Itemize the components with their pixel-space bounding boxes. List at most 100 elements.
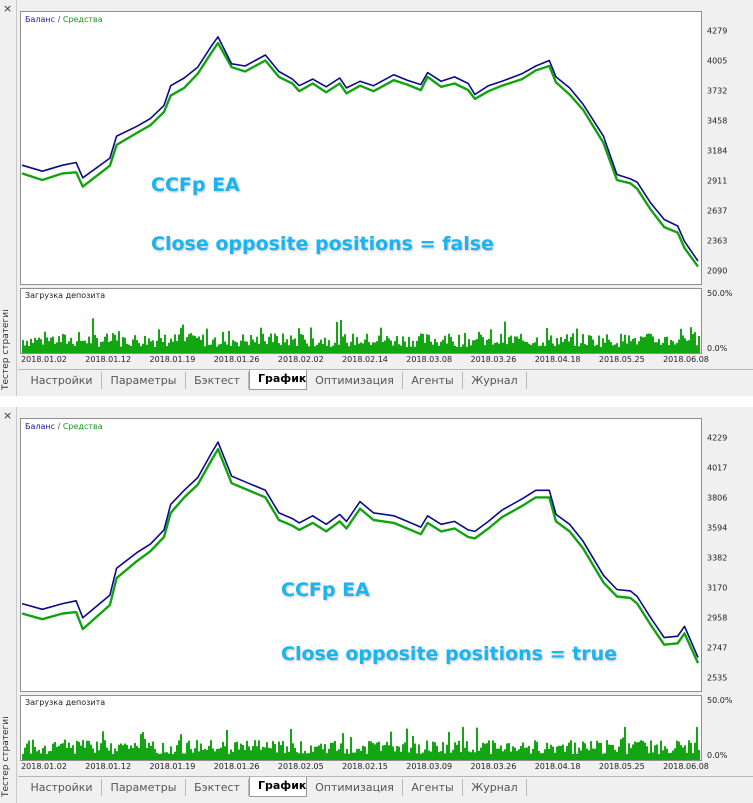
load-bar: [198, 336, 200, 353]
tab-4[interactable]: График: [249, 370, 307, 390]
tab-1[interactable]: Настройки: [22, 779, 102, 796]
load-bar: [536, 337, 538, 353]
tab-2[interactable]: Параметры: [102, 372, 186, 389]
load-bar: [154, 749, 156, 760]
load-bar: [328, 340, 330, 353]
load-bar: [318, 745, 320, 760]
load-bar: [608, 744, 610, 760]
load-bar: [348, 346, 350, 353]
load-bar: [44, 745, 46, 760]
load-bar: [434, 338, 436, 353]
load-bar: [58, 745, 60, 760]
load-bar: [186, 337, 188, 353]
load-bar: [334, 342, 336, 353]
load-bar: [554, 752, 556, 760]
load-bar: [244, 749, 246, 760]
x-tick-label: 2018.01.19: [149, 762, 196, 771]
load-bar: [690, 742, 692, 760]
tab-5[interactable]: Оптимизация: [307, 779, 403, 796]
x-tick-label: 2018.01.02: [21, 762, 67, 771]
close-icon[interactable]: ×: [3, 409, 13, 422]
deposit-load-chart: Загрузка депозита: [20, 695, 702, 761]
tab-3[interactable]: Бэктест: [186, 779, 249, 796]
tab-7[interactable]: Журнал: [463, 372, 527, 389]
load-bar: [202, 749, 204, 760]
load-bar: [424, 749, 426, 760]
load-bar: [248, 746, 250, 760]
load-bar: [664, 746, 666, 760]
load-bar: [342, 336, 344, 353]
load-bar: [302, 753, 304, 760]
load-bar: [216, 748, 218, 760]
annotation-subtitle: Close opposite positions = true: [281, 643, 618, 665]
load-bar: [210, 344, 212, 353]
load-bar: [238, 749, 240, 760]
tab-5[interactable]: Оптимизация: [307, 372, 403, 389]
load-bar: [118, 744, 120, 760]
load-bar: [132, 747, 134, 760]
load-bar: [108, 341, 110, 353]
load-bar: [344, 334, 346, 353]
load-bar: [124, 337, 126, 353]
load-bar: [434, 742, 436, 760]
load-bar: [290, 335, 292, 353]
load-bar: [648, 333, 650, 353]
load-bar: [642, 337, 644, 353]
load-bar: [606, 334, 608, 353]
load-bar: [428, 334, 430, 353]
load-bar: [368, 741, 370, 760]
load-bar: [160, 338, 162, 353]
load-bar: [650, 333, 652, 353]
load-bar: [38, 749, 40, 760]
load-bar: [540, 345, 542, 353]
tab-7[interactable]: Журнал: [463, 779, 527, 796]
load-bar: [652, 336, 654, 353]
load-bar: [264, 341, 266, 353]
tab-6[interactable]: Агенты: [403, 372, 463, 389]
load-bar: [422, 752, 424, 760]
load-bar: [572, 753, 574, 760]
load-bar: [64, 334, 66, 353]
load-bar: [570, 336, 572, 353]
strategy-tester-panel: × Тестер стратегий Баланс / Средства CCF…: [0, 407, 753, 803]
tab-3[interactable]: Бэктест: [186, 372, 249, 389]
tab-2[interactable]: Параметры: [102, 779, 186, 796]
load-bar: [180, 327, 182, 353]
load-bar: [552, 343, 554, 353]
load-bar: [592, 748, 594, 760]
tab-6[interactable]: Агенты: [403, 779, 463, 796]
load-bar: [450, 336, 452, 353]
load-bar: [352, 752, 354, 760]
load-bar: [692, 753, 694, 760]
load-bar: [200, 339, 202, 353]
load-bar: [102, 731, 104, 760]
load-bar: [358, 748, 360, 760]
load-bar: [262, 333, 264, 353]
tab-1[interactable]: Настройки: [22, 372, 102, 389]
load-bar: [454, 742, 456, 760]
load-bar: [480, 747, 482, 760]
load-bar: [414, 743, 416, 760]
load-bar: [474, 340, 476, 353]
load-bar: [272, 342, 274, 353]
x-tick-label: 2018.03.09: [406, 762, 453, 771]
load-bar: [232, 340, 234, 353]
tab-4[interactable]: График: [249, 777, 307, 797]
load-bar: [646, 746, 648, 760]
load-bar: [128, 344, 130, 353]
legend-separator: /: [57, 15, 61, 24]
load-bar: [678, 339, 680, 353]
y-tick-label: 3458: [707, 116, 728, 126]
load-bar: [448, 732, 450, 760]
load-bar: [172, 753, 174, 760]
load-bar: [108, 750, 110, 760]
close-icon[interactable]: ×: [3, 2, 13, 15]
load-bar: [376, 742, 378, 760]
panel-divider: [0, 396, 753, 407]
load-bar: [354, 344, 356, 353]
load-bar: [486, 743, 488, 760]
load-bar: [546, 327, 548, 353]
load-bar: [270, 333, 272, 353]
load-bar: [60, 342, 62, 353]
load-bar: [404, 742, 406, 760]
